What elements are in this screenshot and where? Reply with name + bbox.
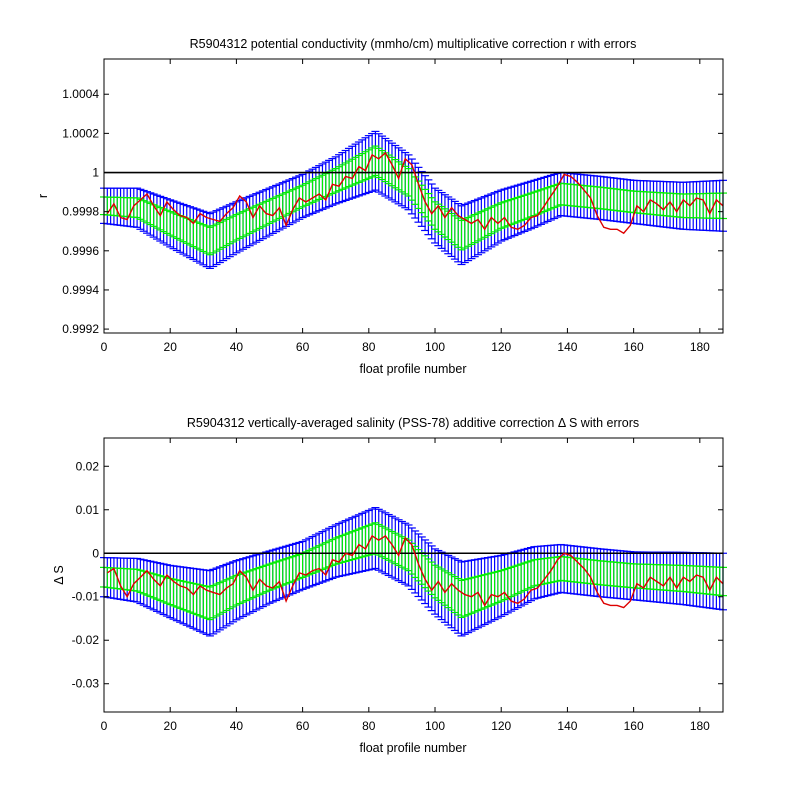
x-tick-label: 80 bbox=[362, 340, 376, 354]
x-tick-label: 100 bbox=[425, 340, 445, 354]
y-tick-label: 0 bbox=[92, 546, 99, 560]
panel-salinity: R5904312 vertically-averaged salinity (P… bbox=[52, 416, 727, 755]
y-tick-label: 0.01 bbox=[76, 503, 100, 517]
y-tick-label: 1.0002 bbox=[62, 126, 99, 140]
x-tick-label: 100 bbox=[425, 719, 445, 733]
y-tick-label: 0.9996 bbox=[62, 244, 99, 258]
y-tick-label: -0.01 bbox=[72, 590, 100, 604]
y-tick-label: 1.0004 bbox=[62, 87, 99, 101]
x-tick-label: 80 bbox=[362, 719, 376, 733]
x-tick-label: 20 bbox=[164, 719, 178, 733]
x-tick-label: 60 bbox=[296, 719, 310, 733]
x-tick-label: 120 bbox=[491, 719, 511, 733]
y-tick-label: 0.02 bbox=[76, 459, 100, 473]
x-tick-label: 40 bbox=[230, 719, 244, 733]
x-tick-label: 0 bbox=[101, 719, 108, 733]
y-tick-label: 0.9994 bbox=[62, 283, 99, 297]
x-tick-label: 0 bbox=[101, 340, 108, 354]
panel2-x-axis-label: float profile number bbox=[359, 741, 466, 755]
panel1-ticks: 0 20 40 60 80 100 120 140 160 180 0.9992 0.9994 0.99… bbox=[62, 59, 723, 354]
panel1-correction-line bbox=[106, 151, 724, 235]
panel1-plot-area bbox=[100, 130, 727, 270]
panel1-axes-box bbox=[103, 58, 724, 334]
panel2-title: R5904312 vertically-averaged salinity (P… bbox=[187, 416, 639, 430]
x-tick-label: 160 bbox=[624, 719, 644, 733]
y-tick-label: -0.03 bbox=[72, 677, 100, 691]
panel2-axes-box bbox=[103, 437, 724, 713]
x-tick-label: 120 bbox=[491, 340, 511, 354]
x-tick-label: 60 bbox=[296, 340, 310, 354]
panel2-ticks: 0 20 40 60 80 100 120 140 160 180 -0.03 -0.02 -0.01 0… bbox=[72, 438, 723, 733]
y-tick-label: 1 bbox=[92, 166, 99, 180]
x-tick-label: 40 bbox=[230, 340, 244, 354]
panel2-plot-area bbox=[100, 506, 727, 637]
x-tick-label: 180 bbox=[690, 340, 710, 354]
x-tick-label: 20 bbox=[164, 340, 178, 354]
y-tick-label: -0.02 bbox=[72, 633, 100, 647]
panel1-y-axis-label: r bbox=[36, 194, 50, 198]
panel2-y-axis-label: Δ S bbox=[52, 565, 66, 584]
panel1-errorbars-1x bbox=[100, 145, 727, 256]
y-tick-label: 0.9992 bbox=[62, 322, 99, 336]
x-tick-label: 140 bbox=[557, 340, 577, 354]
panel1-title: R5904312 potential conductivity (mmho/cm… bbox=[190, 37, 637, 51]
panel2-correction-line bbox=[106, 534, 724, 609]
x-tick-label: 160 bbox=[624, 340, 644, 354]
panel-conductivity: R5904312 potential conductivity (mmho/cm… bbox=[36, 37, 727, 376]
y-tick-label: 0.9998 bbox=[62, 205, 99, 219]
x-tick-label: 140 bbox=[557, 719, 577, 733]
x-tick-label: 180 bbox=[690, 719, 710, 733]
panel1-x-axis-label: float profile number bbox=[359, 362, 466, 376]
